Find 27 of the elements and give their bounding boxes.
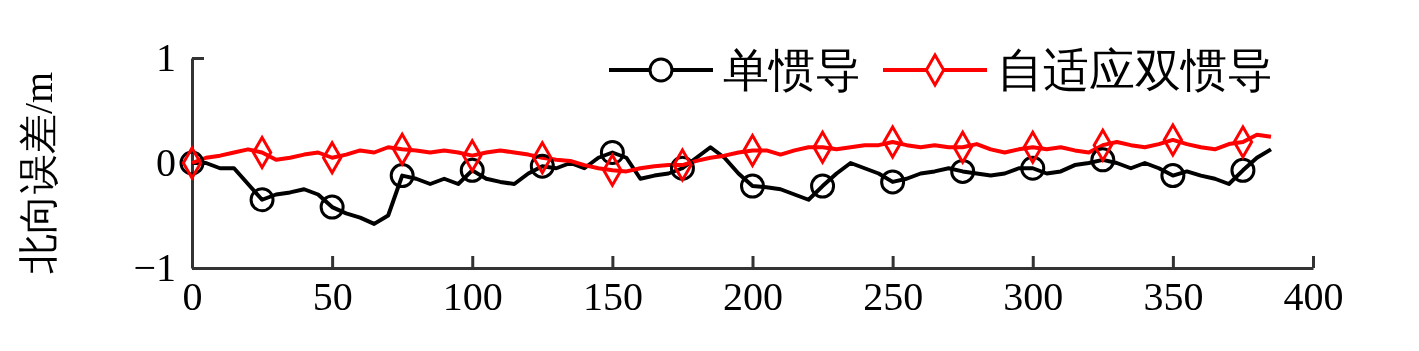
x-tick-label: 50 — [312, 274, 353, 320]
point — [1160, 163, 1186, 189]
x-tick-label: 400 — [1283, 274, 1344, 320]
y-axis-title: 北向误差/m — [16, 71, 61, 275]
point — [389, 163, 415, 189]
point — [810, 173, 836, 199]
y-tick-label: 1 — [156, 35, 176, 81]
point — [950, 158, 976, 184]
point — [1090, 147, 1116, 173]
legend-label: 单惯导 — [723, 45, 861, 96]
point — [1230, 157, 1256, 183]
point — [249, 187, 275, 213]
x-tick-label: 350 — [1143, 274, 1204, 320]
x-tick-label: 300 — [1003, 274, 1064, 320]
legend-label: 自适应双惯导 — [997, 45, 1273, 96]
x-tick-label: 150 — [582, 274, 643, 320]
point — [740, 173, 765, 199]
point — [1020, 155, 1046, 181]
point — [880, 169, 906, 195]
point — [459, 157, 485, 183]
y-tick-label: −1 — [133, 245, 176, 291]
x-tick-label: 200 — [723, 274, 783, 320]
x-tick-label: 250 — [863, 274, 924, 320]
point — [319, 194, 345, 220]
y-tick-label: 0 — [156, 140, 176, 186]
x-tick-label: 100 — [442, 274, 503, 320]
point — [599, 140, 625, 165]
